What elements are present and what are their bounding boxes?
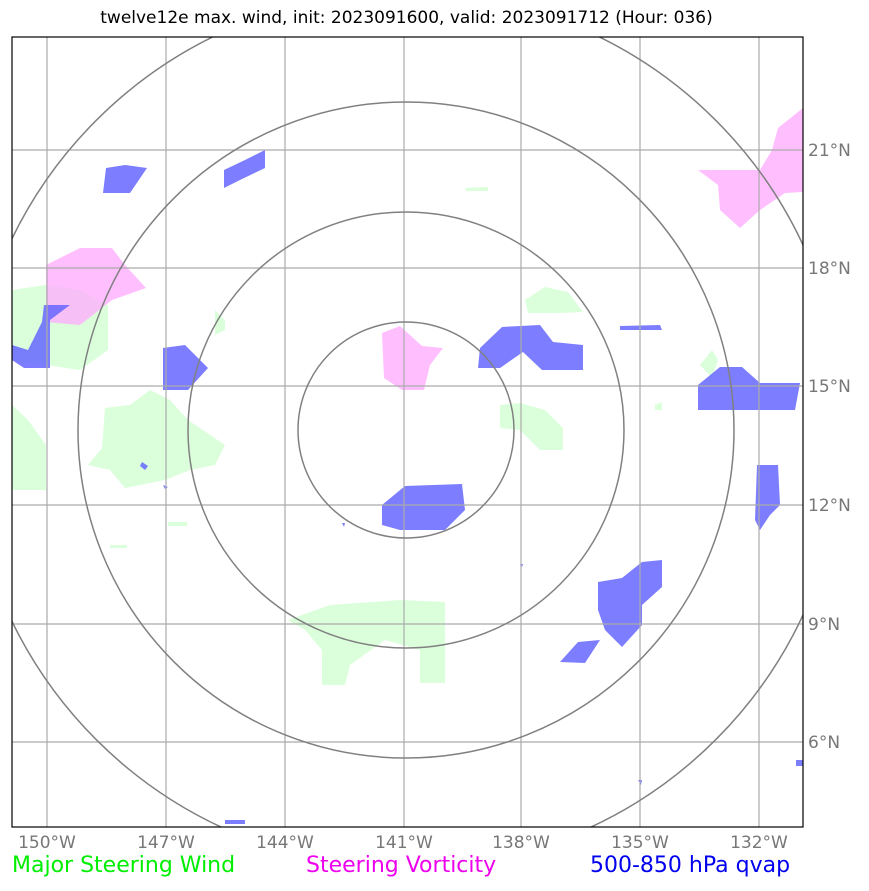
qvap-region [163, 345, 208, 390]
lon-label: 147°W [137, 833, 195, 853]
qvap-region [224, 150, 265, 188]
lon-label: 144°W [256, 833, 314, 853]
lon-label: 150°W [18, 833, 76, 853]
lat-label: 12°N [808, 496, 851, 516]
wind-region [88, 390, 225, 488]
lon-label: 141°W [375, 833, 433, 853]
wind-region [525, 287, 583, 313]
lon-label: 135°W [611, 833, 669, 853]
lon-label: 132°W [730, 833, 788, 853]
qvap-region [698, 367, 800, 410]
plot-frame [11, 36, 804, 828]
legend-steering-wind: Major Steering Wind [12, 853, 236, 878]
qvap-region [140, 462, 148, 470]
range-ring [297, 321, 515, 539]
wind-region [700, 350, 718, 378]
map-title: twelve12e max. wind, init: 2023091600, v… [100, 8, 713, 28]
qvap-region [12, 305, 70, 368]
qvap-region [796, 760, 803, 766]
qvap-region [560, 640, 600, 663]
lat-label: 6°N [808, 733, 840, 753]
qvap-regions [12, 150, 803, 824]
qvap-region [620, 325, 662, 330]
legend-steering-vorticity: Steering Vorticity [306, 853, 497, 878]
vorticity-region [382, 326, 443, 390]
qvap-region [598, 560, 662, 647]
range-ring [77, 101, 735, 759]
vorticity-region [698, 108, 803, 228]
lat-label: 21°N [808, 141, 851, 161]
wind-region [288, 600, 445, 685]
qvap-region [225, 820, 245, 824]
wind-region [465, 187, 488, 191]
range-ring [187, 211, 625, 649]
wind-region [215, 310, 225, 335]
qvap-region [342, 523, 345, 527]
range-rings [12, 37, 803, 827]
lat-label: 15°N [808, 377, 851, 397]
latitude-labels: 21°N 18°N 15°N 12°N 9°N 6°N [808, 141, 851, 753]
wind-region [12, 405, 46, 490]
lat-label: 9°N [808, 615, 840, 635]
lon-label: 138°W [492, 833, 550, 853]
qvap-region [382, 484, 465, 530]
wind-region [500, 403, 563, 450]
legend-qvap: 500-850 hPa qvap [590, 853, 791, 878]
longitude-labels: 150°W 147°W 144°W 141°W 138°W 135°W 132°… [18, 833, 788, 853]
qvap-region [755, 465, 780, 530]
qvap-region [478, 325, 583, 370]
lat-label: 18°N [808, 259, 851, 279]
wind-region [168, 522, 187, 526]
wind-region [110, 545, 127, 548]
qvap-region [103, 165, 147, 193]
steering-wind-regions [12, 187, 718, 685]
wind-region [655, 402, 662, 410]
